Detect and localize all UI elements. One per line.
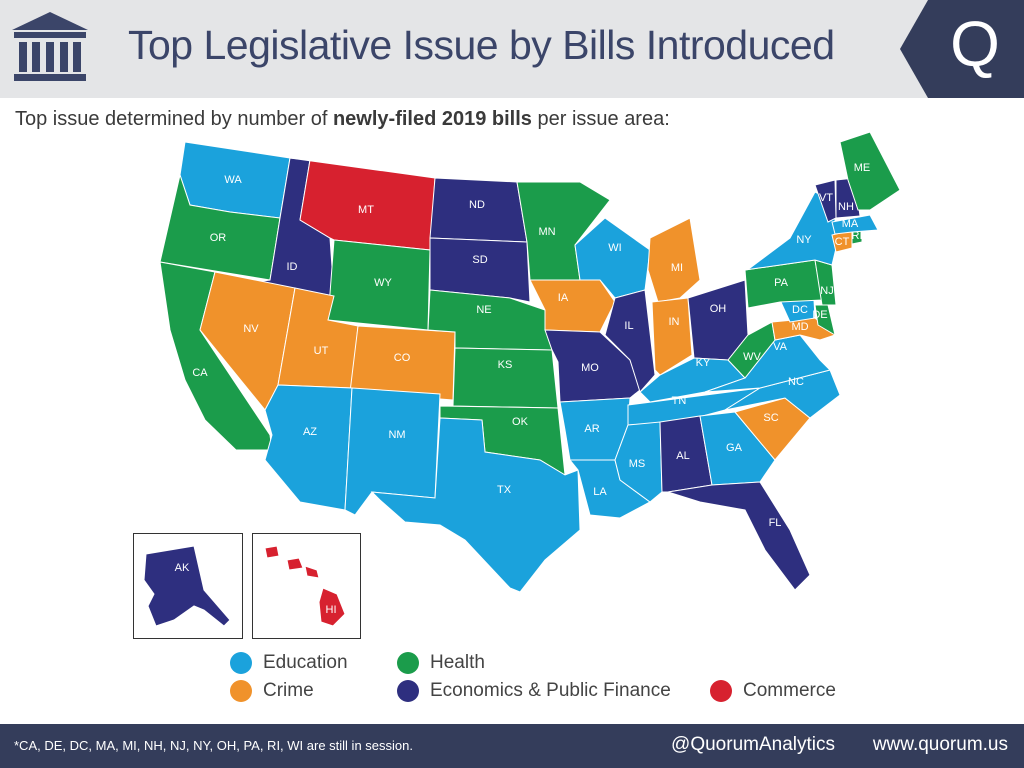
legend-swatch xyxy=(397,680,419,702)
label-AZ: AZ xyxy=(303,426,317,438)
footnote: *CA, DE, DC, MA, MI, NH, NJ, NY, OH, PA,… xyxy=(14,738,413,753)
state-AZ xyxy=(264,384,353,511)
label-MS: MS xyxy=(629,458,646,470)
state-MA xyxy=(831,214,879,235)
label-FL: FL xyxy=(769,517,782,529)
government-building-icon xyxy=(12,12,88,81)
label-ME: ME xyxy=(854,162,871,174)
label-UT: UT xyxy=(314,345,329,357)
label-WV: WV xyxy=(743,351,761,363)
label-ID: ID xyxy=(287,261,298,273)
label-MA: MA xyxy=(842,218,859,230)
label-SC: SC xyxy=(763,412,778,424)
page-title: Top Legislative Issue by Bills Introduce… xyxy=(128,22,835,68)
label-IA: IA xyxy=(558,292,569,304)
state-HI-island-big xyxy=(318,587,346,627)
label-DE: DE xyxy=(812,309,827,321)
state-FL xyxy=(667,481,811,591)
label-PA: PA xyxy=(774,277,789,289)
label-DC: DC xyxy=(792,304,808,316)
label-NC: NC xyxy=(788,376,804,388)
label-IN: IN xyxy=(669,316,680,328)
legend-swatch xyxy=(397,652,419,674)
label-NV: NV xyxy=(243,323,259,335)
label-CT: CT xyxy=(835,236,850,248)
label-WA: WA xyxy=(224,174,242,186)
label-TN: TN xyxy=(672,395,687,407)
label-ND: ND xyxy=(469,199,485,211)
legend-swatch xyxy=(710,680,732,702)
state-ME xyxy=(839,131,901,211)
legend-item-economics: Economics & Public Finance xyxy=(397,680,671,702)
state-SD xyxy=(429,237,531,303)
legend: Education Health Crime Economics & Publi… xyxy=(230,650,870,710)
label-NE: NE xyxy=(476,304,491,316)
label-RI: RI xyxy=(852,230,863,242)
label-HI: HI xyxy=(326,604,337,616)
state-IN xyxy=(651,297,693,376)
state-AK xyxy=(143,545,231,627)
legend-item-health: Health xyxy=(397,652,485,674)
hawaii-inset: HI xyxy=(252,533,361,639)
legend-item-crime: Crime xyxy=(230,680,314,702)
label-WY: WY xyxy=(374,277,392,289)
label-IL: IL xyxy=(624,320,633,332)
label-OH: OH xyxy=(710,303,727,315)
quorum-logo: Q xyxy=(900,0,1024,98)
state-GA xyxy=(699,411,776,486)
label-KS: KS xyxy=(498,359,513,371)
legend-swatch xyxy=(230,652,252,674)
label-CA: CA xyxy=(192,367,208,379)
state-HI-islands-1 xyxy=(264,545,280,559)
label-AL: AL xyxy=(676,450,689,462)
label-VA: VA xyxy=(773,341,788,353)
label-MI: MI xyxy=(671,262,683,274)
label-GA: GA xyxy=(726,442,743,454)
state-labels: WA OR CA ID NV MT WY UT CO AZ NM ND SD N… xyxy=(192,162,870,529)
label-NH: NH xyxy=(838,201,854,213)
legend-swatch xyxy=(230,680,252,702)
label-OR: OR xyxy=(210,232,227,244)
header-bar: Top Legislative Issue by Bills Introduce… xyxy=(0,0,1024,98)
state-TX xyxy=(370,417,581,593)
state-MI xyxy=(647,217,701,303)
label-SD: SD xyxy=(472,254,487,266)
label-WI: WI xyxy=(608,242,621,254)
state-HI-islands-2 xyxy=(286,557,304,571)
label-LA: LA xyxy=(593,486,607,498)
subtitle: Top issue determined by number of newly-… xyxy=(15,108,670,130)
legend-item-commerce: Commerce xyxy=(710,680,836,702)
legend-item-education: Education xyxy=(230,652,348,674)
state-KS xyxy=(452,347,559,409)
label-CO: CO xyxy=(394,352,411,364)
label-MD: MD xyxy=(791,321,808,333)
label-AK: AK xyxy=(175,562,190,574)
label-OK: OK xyxy=(512,416,529,428)
us-state-map: WA OR CA ID NV MT WY UT CO AZ NM ND SD N… xyxy=(159,131,901,593)
website-url: www.quorum.us xyxy=(872,734,1008,755)
label-KY: KY xyxy=(696,357,711,369)
label-MT: MT xyxy=(358,204,374,216)
label-NY: NY xyxy=(796,234,812,246)
brand-letter: Q xyxy=(950,8,1000,80)
alaska-inset: AK xyxy=(133,533,243,639)
footer-bar: *CA, DE, DC, MA, MI, NH, NJ, NY, OH, PA,… xyxy=(0,724,1024,768)
label-NM: NM xyxy=(388,429,405,441)
label-AR: AR xyxy=(584,423,599,435)
label-MN: MN xyxy=(538,226,555,238)
label-MO: MO xyxy=(581,362,599,374)
label-NJ: NJ xyxy=(820,285,833,297)
label-VT: VT xyxy=(819,192,833,204)
label-TX: TX xyxy=(497,484,512,496)
twitter-handle: @QuorumAnalytics xyxy=(671,734,835,755)
state-HI-islands-3 xyxy=(304,565,320,579)
